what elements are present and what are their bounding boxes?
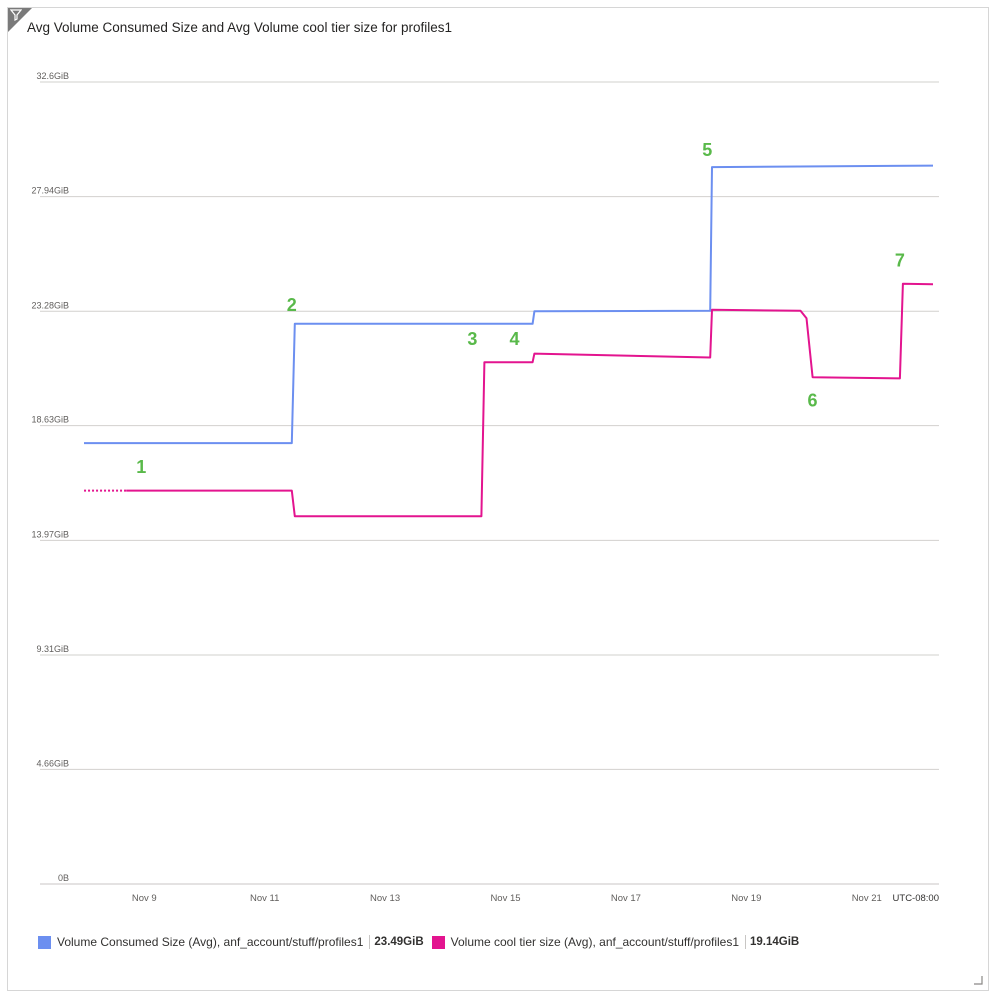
- y-tick-label: 23.28GiB: [31, 300, 69, 310]
- legend-separator: [369, 935, 371, 949]
- legend-label-consumed: Volume Consumed Size (Avg), anf_account/…: [57, 935, 364, 949]
- y-tick-label: 18.63GiB: [31, 415, 69, 425]
- y-tick-label: 32.6GiB: [36, 71, 69, 81]
- annotation-label: 5: [702, 140, 712, 160]
- annotation-label: 7: [895, 251, 905, 271]
- annotation-label: 4: [510, 329, 520, 349]
- legend-item-cool[interactable]: Volume cool tier size (Avg), anf_account…: [431, 935, 800, 949]
- legend-label-cool: Volume cool tier size (Avg), anf_account…: [450, 935, 740, 949]
- x-tick-label: Nov 11: [250, 893, 279, 904]
- legend-separator: [745, 935, 747, 949]
- series-line-cool: [126, 282, 934, 518]
- y-tick-label: 0B: [58, 873, 69, 883]
- legend-item-consumed[interactable]: Volume Consumed Size (Avg), anf_account/…: [38, 935, 424, 949]
- annotation-label: 6: [808, 391, 818, 411]
- y-axis-ticks: 0B 4.66GiB 9.31GiB 13.97GiB 18.63GiB 23.28GiB…: [31, 71, 69, 883]
- chart-title: Avg Volume Consumed Size and Avg Volume …: [27, 20, 452, 35]
- resize-corner-icon[interactable]: [973, 975, 983, 985]
- series-lines: [84, 164, 934, 518]
- legend-value-cool: 19.14GiB: [750, 936, 800, 948]
- annotations: 1 2 3 4 5 6 7: [136, 140, 905, 477]
- legend: Volume Consumed Size (Avg), anf_account/…: [38, 935, 807, 949]
- x-axis-ticks: Nov 9 Nov 11 Nov 13 Nov 15 Nov 17 Nov 19 Nov 2…: [132, 893, 882, 904]
- x-tick-label: Nov 15: [490, 893, 520, 904]
- series-line-consumed: [84, 164, 934, 445]
- filter-icon[interactable]: [10, 9, 22, 21]
- y-tick-label: 4.66GiB: [36, 758, 69, 768]
- y-tick-label: 9.31GiB: [36, 644, 69, 654]
- annotation-label: 1: [136, 457, 146, 477]
- legend-swatch-cool: [431, 935, 445, 949]
- legend-value-consumed: 23.49GiB: [374, 936, 424, 948]
- x-tick-label: Nov 21: [852, 893, 882, 904]
- x-tick-label: Nov 9: [132, 893, 157, 904]
- timezone-label: UTC-08:00: [893, 893, 939, 904]
- y-tick-label: 13.97GiB: [31, 529, 69, 539]
- annotation-label: 3: [467, 329, 477, 349]
- chart-panel: Avg Volume Consumed Size and Avg Volume …: [7, 7, 989, 991]
- annotation-label: 2: [287, 295, 297, 315]
- x-tick-label: Nov 13: [370, 893, 400, 904]
- x-tick-label: Nov 19: [731, 893, 761, 904]
- x-tick-label: Nov 17: [611, 893, 641, 904]
- y-tick-label: 27.94GiB: [31, 186, 69, 196]
- gridlines: [40, 81, 939, 885]
- legend-swatch-consumed: [38, 935, 51, 949]
